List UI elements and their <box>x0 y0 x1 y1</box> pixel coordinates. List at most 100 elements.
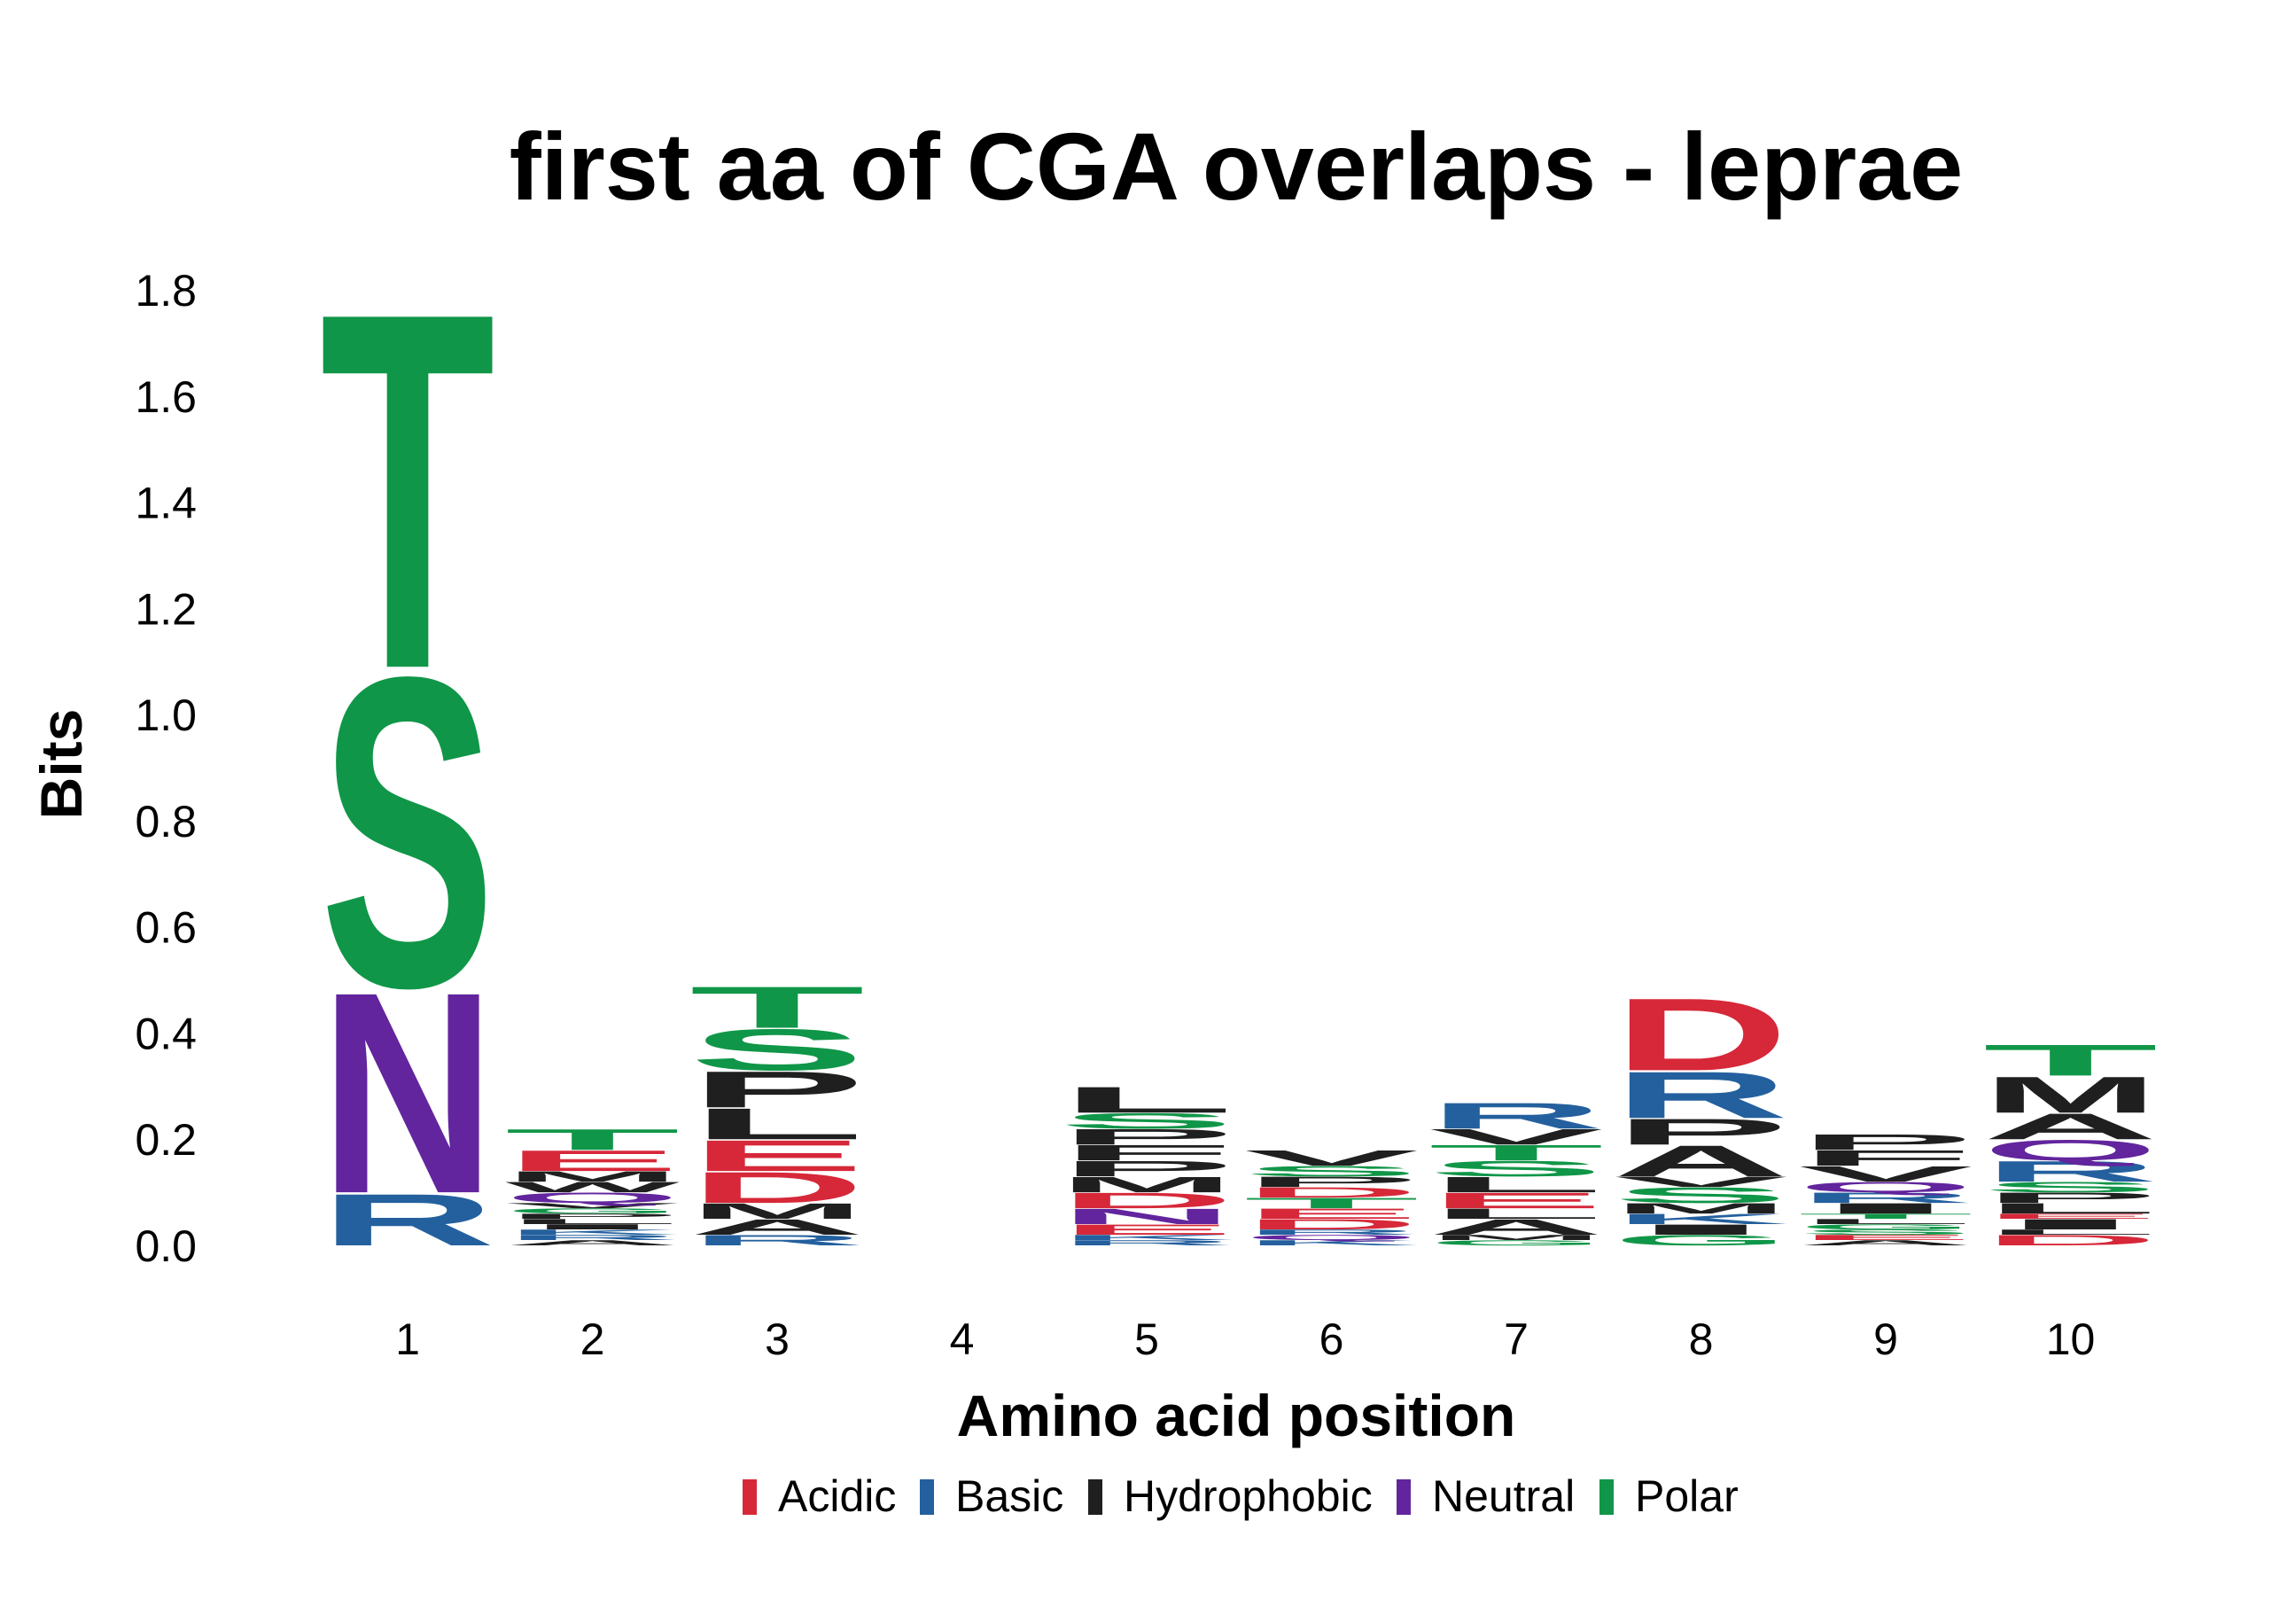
logo-letter: L <box>1428 1173 1604 1197</box>
logo-letter: R <box>320 1179 495 1261</box>
logo-letter: A <box>1613 1136 1788 1186</box>
x-tick-label: 5 <box>1134 1314 1159 1364</box>
x-tick-label: 6 <box>1319 1314 1344 1364</box>
logo-letter: V <box>1614 1174 1788 1190</box>
x-tick-label: 7 <box>1504 1314 1529 1364</box>
y-tick-label: 0.2 <box>135 1115 197 1165</box>
logo-letter: A <box>1428 1215 1604 1240</box>
legend-label: Polar <box>1635 1471 1739 1521</box>
logo-letter: S <box>1244 1163 1420 1180</box>
logo-letter: K <box>1613 1211 1788 1228</box>
logo-letter: G <box>1798 1223 1973 1231</box>
logo-letter: I <box>1614 1221 1789 1238</box>
logo-letter: L <box>505 1217 681 1225</box>
y-tick-label: 1.8 <box>135 266 197 316</box>
logo-letter: S <box>689 1017 865 1083</box>
logo-letter: E <box>505 1144 681 1177</box>
logo-letter: S <box>1798 1228 1973 1236</box>
logo-letter: T <box>1428 1141 1604 1166</box>
y-tick-labels: 0.0 0.2 0.4 0.6 0.8 1.0 1.2 1.4 1.6 1.8 <box>135 266 197 1271</box>
y-tick-label: 0.4 <box>135 1009 197 1058</box>
logo-letter: R <box>1983 1155 2159 1188</box>
logo-letter: G <box>1428 1239 1604 1247</box>
logo-letter: D <box>689 1163 865 1213</box>
x-tick-label: 10 <box>2046 1314 2096 1364</box>
logo-letter: S <box>1059 1109 1234 1134</box>
logo-letter: A <box>505 1238 681 1246</box>
legend-item-polar: Polar <box>1599 1471 1739 1521</box>
logo-letter: E <box>1428 1188 1604 1213</box>
logo-letter: V <box>505 1202 680 1210</box>
logo-letter: M <box>1059 1173 1234 1197</box>
logo-letter: E <box>1244 1205 1420 1222</box>
logo-letter: R <box>1059 1238 1234 1246</box>
logo-letter: V <box>1244 1146 1419 1171</box>
x-tick-label: 8 <box>1689 1314 1714 1364</box>
logo-letter: L <box>1983 1228 2159 1236</box>
logo-letter: T <box>689 974 865 1041</box>
logo-letter: S <box>320 586 495 1080</box>
chart-title: first aa of CGA overlaps - leprae <box>510 113 1964 220</box>
logo-letter: M <box>505 1168 681 1185</box>
logo-letter: T <box>1983 1035 2159 1085</box>
legend-swatch <box>1397 1479 1411 1515</box>
y-tick-label: 1.6 <box>135 372 197 422</box>
logo-letter: L <box>1798 1217 1973 1225</box>
logo-letter: T <box>1244 1195 1420 1212</box>
logo-letter: D <box>1243 1216 1419 1233</box>
logo-letter: F <box>1059 1141 1234 1166</box>
logo-letter: K <box>505 1228 681 1236</box>
logo-letter: P <box>689 1061 865 1119</box>
logo-letter: P <box>1983 1190 2159 1206</box>
y-tick-label: 1.4 <box>135 479 197 528</box>
logo-letter: R <box>1798 1190 1973 1206</box>
logo-letter: P <box>1613 1112 1788 1153</box>
logo-letter: N <box>320 932 495 1253</box>
logo-letter: Q <box>1983 1134 2159 1166</box>
legend-swatch <box>920 1479 934 1515</box>
logo-letter: M <box>689 1198 865 1223</box>
legend-swatch <box>1599 1479 1614 1515</box>
x-tick-label: 3 <box>765 1314 790 1364</box>
logo-letter: P <box>504 1213 680 1221</box>
logo-letter: P <box>1798 1130 1973 1155</box>
logo-letter: V <box>1428 1125 1603 1150</box>
logo-letter: S <box>1614 1182 1789 1207</box>
legend-item-basic: Basic <box>920 1471 1063 1521</box>
logo-letter: M <box>1614 1200 1789 1217</box>
logo-letter: T <box>320 207 495 776</box>
logo-letter: M <box>1428 1233 1604 1241</box>
logo-letter: V <box>1798 1162 1973 1187</box>
logo-letter: L <box>1428 1205 1604 1222</box>
logo-letter: E <box>1059 1221 1234 1238</box>
logo-letter: T <box>505 1123 681 1156</box>
logo-letter: N <box>1059 1205 1234 1229</box>
logo-letter: M <box>1983 1065 2159 1123</box>
logo-letter: E <box>1982 1213 2158 1221</box>
logo-letter: W <box>505 1179 680 1196</box>
logo-letter: R <box>1428 1095 1604 1136</box>
logo-letter: I <box>1983 1216 2159 1233</box>
logo-letter: F <box>1798 1146 1973 1171</box>
logo-letter: P <box>1059 1157 1234 1182</box>
y-axis-title: Bits <box>28 709 94 820</box>
logo-letter: T <box>1798 1213 1973 1221</box>
logo-letter: K <box>1059 1234 1234 1242</box>
legend-item-acidic: Acidic <box>743 1471 896 1521</box>
logo-letter: A <box>1798 1238 1973 1246</box>
x-axis-title: Amino acid position <box>957 1383 1516 1448</box>
logo-letter: P <box>1059 1125 1234 1150</box>
legend-swatch <box>1088 1479 1102 1515</box>
logo-letter: I <box>505 1223 681 1231</box>
logo-letter: D <box>1614 977 1789 1092</box>
x-tick-label: 4 <box>950 1314 975 1364</box>
x-tick-label: 9 <box>1873 1314 1898 1364</box>
